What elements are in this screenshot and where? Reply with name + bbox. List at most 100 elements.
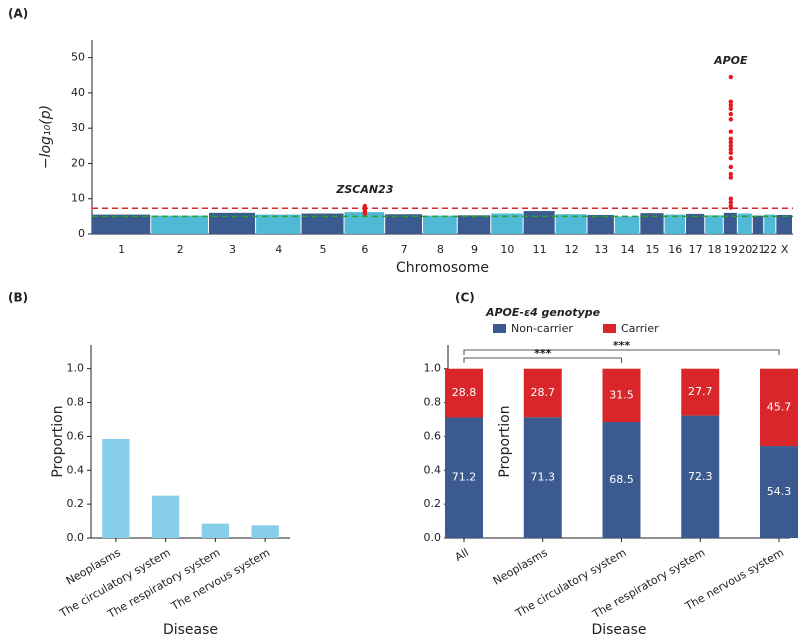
value-label: 71.2 <box>452 471 477 484</box>
legend-swatch <box>603 324 616 333</box>
bar <box>251 525 279 538</box>
chromosome-block <box>523 211 555 234</box>
bar-segment <box>760 446 798 538</box>
significance-label: *** <box>534 347 552 360</box>
x-tick-label: 16 <box>668 243 682 256</box>
bar-segment <box>681 368 720 416</box>
x-tick-label: 19 <box>724 243 738 256</box>
y-tick-label: 0.8 <box>67 396 85 409</box>
panel-label: (A) <box>8 7 28 21</box>
highlight-point <box>728 147 734 152</box>
x-tick-label: 1 <box>118 243 125 256</box>
chromosome-block <box>587 214 614 234</box>
value-label: 27.7 <box>688 385 713 398</box>
x-tick-label: 21 <box>752 243 766 256</box>
highlight-point <box>728 143 734 149</box>
chromosome-block <box>664 214 685 234</box>
chromosome-block <box>208 212 256 234</box>
highlight-point <box>728 171 734 177</box>
x-tick-label: 8 <box>437 243 444 256</box>
y-tick-label: 0.4 <box>424 463 442 476</box>
bar-segment <box>681 415 720 538</box>
highlight-point <box>728 111 734 117</box>
bar-segment <box>602 368 641 423</box>
chromosome-block <box>685 213 705 234</box>
chromosome-block <box>385 214 423 234</box>
chromosome-block <box>301 213 344 234</box>
y-tick-label: 0.6 <box>67 429 85 442</box>
x-tick-label: 20 <box>738 243 752 256</box>
legend-label: Non-carrier <box>511 322 573 335</box>
value-label: 71.3 <box>531 471 556 484</box>
bar-segment <box>523 368 562 418</box>
chromosome-block <box>92 214 151 234</box>
y-tick-label: 1.0 <box>424 362 442 375</box>
x-axis-label: Chromosome <box>396 260 489 276</box>
gene-label: APOE <box>713 54 748 67</box>
legend-swatch <box>493 324 506 333</box>
bar <box>201 523 230 538</box>
highlight-point <box>728 196 734 201</box>
panel-label: (C) <box>455 291 475 305</box>
gene-label: ZSCAN23 <box>335 183 393 196</box>
x-tick-label: 14 <box>621 243 635 256</box>
value-label: 31.5 <box>609 388 634 401</box>
x-tick-label: 12 <box>565 243 579 256</box>
chromosome-block <box>737 213 752 234</box>
bar <box>151 495 180 538</box>
x-axis-label: Disease <box>591 622 646 638</box>
y-tick-label: 0.2 <box>424 497 442 510</box>
highlight-point <box>728 175 734 180</box>
x-tick-label: 10 <box>500 243 514 256</box>
x-tick-label: 18 <box>708 243 722 256</box>
highlight-point <box>728 99 734 104</box>
highlight-point <box>728 200 734 205</box>
y-tick-label: 0 <box>78 227 85 240</box>
highlight-point <box>728 103 734 108</box>
x-tick-label: 6 <box>361 243 368 256</box>
bar-segment <box>445 368 483 418</box>
chromosome-block <box>344 212 385 234</box>
chromosome-block <box>491 213 523 234</box>
value-label: 68.5 <box>609 473 634 486</box>
highlight-point <box>728 106 734 111</box>
y-tick-label: 20 <box>71 156 85 169</box>
chromosome-block <box>423 215 457 234</box>
x-tick-label: 15 <box>645 243 659 256</box>
y-tick-label: 0.4 <box>67 463 85 476</box>
value-label: 72.3 <box>688 470 713 483</box>
bar <box>102 438 130 538</box>
chromosome-block <box>752 215 764 234</box>
highlight-point <box>728 117 734 122</box>
highlight-point <box>728 140 734 145</box>
y-tick-label: 10 <box>71 192 85 205</box>
value-label: 28.8 <box>452 386 477 399</box>
highlight-point <box>362 211 368 216</box>
y-tick-label: 0.0 <box>67 531 85 544</box>
chromosome-block <box>764 214 776 234</box>
value-label: 28.7 <box>531 386 556 399</box>
chromosome-block <box>723 212 737 234</box>
y-axis-label: Proportion <box>50 405 66 477</box>
bar-segment <box>523 417 562 538</box>
x-tick-label: X <box>781 243 789 256</box>
chromosome-block <box>457 215 491 234</box>
value-label: 54.3 <box>767 485 792 498</box>
x-tick-label: 11 <box>533 243 547 256</box>
x-tick-label: All <box>453 546 471 564</box>
y-tick-label: 0.2 <box>67 497 85 510</box>
legend-title: APOE-ε4 genotype <box>485 306 601 319</box>
x-tick-label: 9 <box>471 243 478 256</box>
highlight-point <box>728 129 734 134</box>
y-tick-label: 50 <box>71 51 85 64</box>
x-tick-label: 2 <box>177 243 184 256</box>
x-tick-label: 3 <box>229 243 236 256</box>
x-tick-label: 7 <box>401 243 408 256</box>
chromosome-block <box>776 214 792 234</box>
chromosome-block <box>640 213 664 234</box>
x-tick-label: 17 <box>689 243 703 256</box>
x-tick-label: 5 <box>320 243 327 256</box>
y-axis-label: −log₁₀(p) <box>38 105 54 169</box>
value-label: 45.7 <box>767 400 792 413</box>
